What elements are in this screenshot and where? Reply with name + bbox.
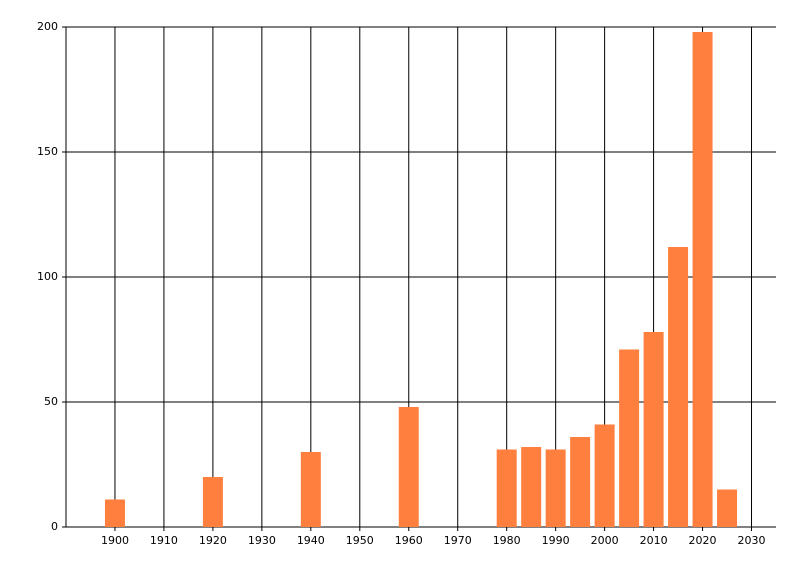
bar <box>398 407 419 527</box>
bar <box>202 477 223 527</box>
x-tick-label: 2020 <box>689 534 717 547</box>
bar <box>692 32 713 527</box>
bar <box>643 332 664 527</box>
bar <box>717 489 738 527</box>
y-tick-label: 100 <box>37 270 58 283</box>
bar <box>668 247 689 527</box>
y-tick-label: 150 <box>37 145 58 158</box>
bar <box>619 349 640 527</box>
x-tick-label: 1900 <box>101 534 129 547</box>
bar <box>545 449 566 527</box>
bar <box>521 447 542 527</box>
x-tick-label: 1920 <box>199 534 227 547</box>
x-tick-label: 2010 <box>640 534 668 547</box>
x-tick-label: 2030 <box>738 534 766 547</box>
x-tick-label: 1940 <box>297 534 325 547</box>
x-tick-label: 1910 <box>150 534 178 547</box>
x-tick-label: 1970 <box>444 534 472 547</box>
x-tick-label: 1930 <box>248 534 276 547</box>
y-tick-label: 200 <box>37 20 58 33</box>
bar <box>104 499 125 527</box>
x-tick-label: 1950 <box>346 534 374 547</box>
x-tick-label: 1980 <box>493 534 521 547</box>
bar <box>570 437 591 527</box>
y-tick-label: 50 <box>44 395 58 408</box>
bar <box>496 449 517 527</box>
x-tick-label: 2000 <box>591 534 619 547</box>
x-tick-label: 1960 <box>395 534 423 547</box>
bar <box>594 424 615 527</box>
x-tick-label: 1990 <box>542 534 570 547</box>
bar <box>300 452 321 527</box>
y-tick-label: 0 <box>51 520 58 533</box>
